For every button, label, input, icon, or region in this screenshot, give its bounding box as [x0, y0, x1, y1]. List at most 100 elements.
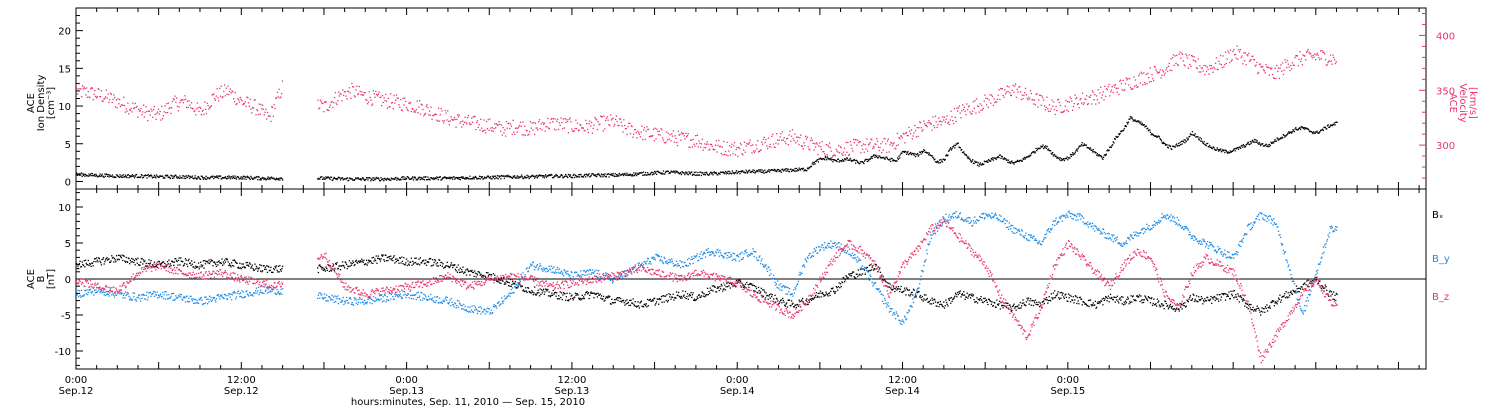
velocity-point — [720, 146, 721, 147]
density-point — [466, 178, 467, 179]
velocity-point — [916, 136, 917, 137]
velocity-point — [159, 111, 160, 112]
velocity-point — [272, 107, 273, 108]
density-point — [329, 177, 330, 178]
velocity-point — [444, 120, 445, 121]
density-point — [817, 159, 818, 160]
velocity-point — [707, 141, 708, 142]
velocity-point — [1074, 103, 1075, 104]
velocity-point — [321, 101, 322, 102]
bx-point — [635, 301, 636, 302]
velocity-point — [145, 112, 146, 113]
velocity-point — [776, 133, 777, 134]
velocity-point — [963, 109, 964, 110]
velocity-point — [571, 128, 572, 129]
density-point — [1117, 136, 1118, 137]
bx-point — [644, 304, 645, 305]
bx-point — [839, 287, 840, 288]
bx-point — [1060, 292, 1061, 293]
velocity-point — [184, 95, 185, 96]
velocity-point — [1116, 88, 1117, 89]
velocity-point — [597, 129, 598, 130]
density-point — [588, 173, 589, 174]
velocity-point — [1141, 73, 1142, 74]
velocity-point — [769, 144, 770, 145]
density-point — [663, 170, 664, 171]
bx-point — [194, 262, 195, 263]
bx-point — [221, 263, 222, 264]
velocity-point — [1260, 63, 1261, 64]
velocity-point — [1161, 75, 1162, 76]
bx-point — [782, 298, 783, 299]
density-point — [564, 176, 565, 177]
bx-point — [759, 293, 760, 294]
bx-point — [615, 302, 616, 303]
density-point — [1255, 139, 1256, 140]
velocity-point — [1215, 63, 1216, 64]
bx-point — [249, 262, 250, 263]
bx-point — [984, 298, 985, 299]
bx-point — [708, 291, 709, 292]
bx-point — [265, 269, 266, 270]
bx-point — [1015, 306, 1016, 307]
bx-point — [868, 270, 869, 271]
velocity-point — [1076, 97, 1077, 98]
bx-point — [670, 299, 671, 300]
velocity-point — [1011, 95, 1012, 96]
velocity-point — [1022, 94, 1023, 95]
bx-point — [841, 286, 842, 287]
bx-point — [923, 298, 924, 299]
density-point — [1219, 150, 1220, 151]
velocity-point — [1014, 85, 1015, 86]
bx-point — [199, 266, 200, 267]
density-point — [579, 176, 580, 177]
velocity-point — [1242, 63, 1243, 64]
bx-point — [1036, 302, 1037, 303]
velocity-point — [1094, 94, 1095, 95]
bx-point — [568, 299, 569, 300]
bx-point — [699, 294, 700, 295]
density-point — [929, 153, 930, 154]
velocity-point — [826, 154, 827, 155]
density-point — [489, 177, 490, 178]
velocity-point — [867, 151, 868, 152]
bx-point — [823, 294, 824, 295]
bx-point — [976, 297, 977, 298]
velocity-point — [652, 135, 653, 136]
density-point — [1081, 144, 1082, 145]
density-point — [990, 161, 991, 162]
bx-point — [179, 264, 180, 265]
bx-point — [484, 276, 485, 277]
bx-point — [858, 269, 859, 270]
bx-point — [182, 261, 183, 262]
density-point — [816, 161, 817, 162]
velocity-point — [1118, 94, 1119, 95]
velocity-point — [1283, 74, 1284, 75]
velocity-point — [1289, 66, 1290, 67]
density-point — [331, 177, 332, 178]
density-point — [785, 171, 786, 172]
density-point — [1328, 124, 1329, 125]
velocity-point — [150, 108, 151, 109]
velocity-point — [541, 123, 542, 124]
velocity-point — [969, 105, 970, 106]
velocity-point — [1036, 93, 1037, 94]
bx-point — [128, 258, 129, 259]
density-point — [185, 178, 186, 179]
density-point — [503, 175, 504, 176]
density-point — [1083, 145, 1084, 146]
bx-point — [949, 298, 950, 299]
density-point — [690, 173, 691, 174]
velocity-point — [375, 91, 376, 92]
bx-point — [1020, 307, 1021, 308]
density-point — [337, 178, 338, 179]
bx-point — [1030, 298, 1031, 299]
density-point — [460, 179, 461, 180]
density-point — [1031, 153, 1032, 154]
velocity-point — [698, 140, 699, 141]
density-point — [1133, 120, 1134, 121]
velocity-point — [237, 98, 238, 99]
velocity-point — [1198, 58, 1199, 59]
density-point — [261, 179, 262, 180]
bx-point — [254, 270, 255, 271]
